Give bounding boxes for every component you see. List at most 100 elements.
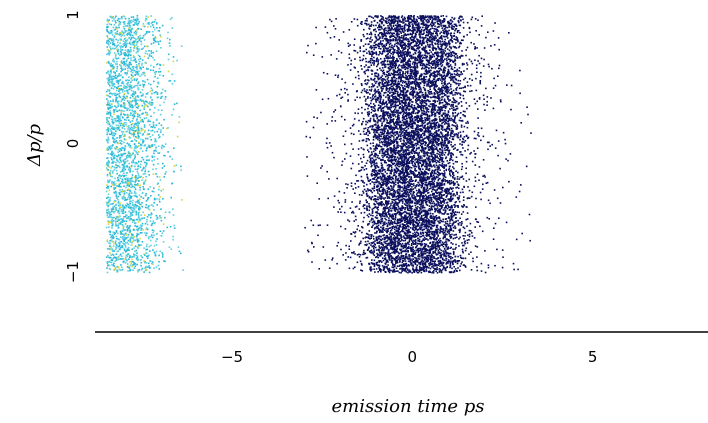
- data-point: [411, 272, 413, 274]
- data-point: [381, 229, 383, 232]
- data-point: [434, 47, 436, 49]
- data-point: [397, 28, 400, 31]
- data-point: [440, 23, 443, 25]
- data-point: [380, 76, 382, 79]
- data-point: [384, 182, 386, 185]
- data-point: [452, 105, 454, 107]
- data-point: [449, 64, 452, 66]
- data-point: [378, 240, 381, 243]
- data-point: [452, 145, 455, 147]
- data-point: [394, 210, 397, 212]
- data-point: [414, 159, 416, 161]
- data-point: [355, 218, 357, 221]
- data-point: [445, 168, 448, 171]
- data-point: [423, 101, 426, 104]
- data-point: [397, 50, 399, 52]
- data-point: [405, 179, 407, 182]
- data-point: [401, 216, 403, 218]
- data-point: [306, 51, 308, 54]
- data-point: [370, 47, 373, 50]
- data-point: [388, 42, 390, 44]
- data-point: [451, 101, 453, 103]
- data-point: [441, 49, 443, 51]
- data-point: [423, 105, 425, 108]
- data-point: [381, 248, 383, 251]
- data-point: [421, 195, 423, 197]
- data-point: [404, 23, 407, 25]
- data-point: [453, 174, 455, 177]
- data-point: [394, 171, 396, 173]
- data-point: [443, 167, 445, 170]
- data-point: [450, 68, 453, 70]
- data-point: [399, 25, 402, 28]
- data-point: [446, 37, 449, 39]
- data-point: [389, 238, 392, 240]
- data-point: [451, 124, 454, 126]
- data-point: [367, 138, 369, 140]
- data-point: [473, 150, 475, 152]
- data-point: [465, 180, 468, 182]
- data-point: [409, 223, 412, 226]
- data-point: [476, 221, 478, 223]
- data-point: [426, 187, 429, 189]
- data-point: [421, 125, 423, 127]
- data-point: [344, 143, 346, 146]
- data-point: [458, 245, 460, 247]
- data-point: [425, 40, 428, 43]
- data-point: [376, 180, 379, 183]
- data-point: [426, 192, 429, 194]
- data-point: [373, 220, 376, 223]
- data-point: [454, 237, 456, 239]
- data-point: [404, 80, 407, 83]
- data-point: [390, 227, 392, 229]
- data-point: [419, 87, 422, 89]
- data-point: [405, 142, 407, 144]
- data-point: [371, 59, 374, 62]
- data-point: [361, 270, 364, 272]
- data-point: [375, 100, 377, 102]
- data-point: [396, 202, 399, 205]
- data-point: [416, 137, 418, 139]
- data-point: [436, 75, 438, 78]
- data-point: [396, 198, 398, 200]
- data-point: [378, 188, 380, 191]
- data-point: [390, 66, 393, 68]
- data-point: [382, 183, 384, 186]
- data-point: [441, 258, 444, 261]
- data-point: [408, 27, 410, 29]
- data-point: [410, 172, 413, 175]
- data-point: [452, 211, 455, 214]
- data-point: [386, 244, 389, 247]
- data-point: [384, 27, 386, 30]
- data-point: [448, 140, 450, 142]
- data-point: [499, 202, 502, 204]
- data-point: [470, 41, 472, 44]
- data-point: [371, 221, 374, 224]
- data-point: [403, 164, 405, 167]
- data-point: [460, 168, 463, 171]
- data-point: [479, 225, 481, 228]
- data-point: [386, 243, 388, 245]
- data-point: [425, 25, 427, 27]
- data-point: [377, 108, 379, 111]
- data-point: [437, 241, 439, 244]
- data-point: [482, 183, 484, 186]
- data-point: [425, 30, 428, 33]
- data-point: [423, 155, 426, 158]
- data-point: [381, 124, 383, 126]
- data-point: [424, 89, 426, 91]
- data-point: [364, 127, 367, 130]
- data-point: [435, 32, 437, 35]
- data-point: [394, 124, 396, 127]
- data-point: [386, 205, 388, 207]
- data-point: [445, 251, 447, 254]
- data-point: [454, 64, 457, 66]
- data-point: [436, 32, 438, 34]
- data-point: [401, 250, 404, 253]
- data-point: [436, 149, 439, 152]
- data-point: [381, 214, 384, 217]
- data-point: [442, 253, 444, 256]
- data-point: [403, 97, 406, 99]
- data-point: [441, 134, 444, 136]
- data-point: [444, 211, 447, 213]
